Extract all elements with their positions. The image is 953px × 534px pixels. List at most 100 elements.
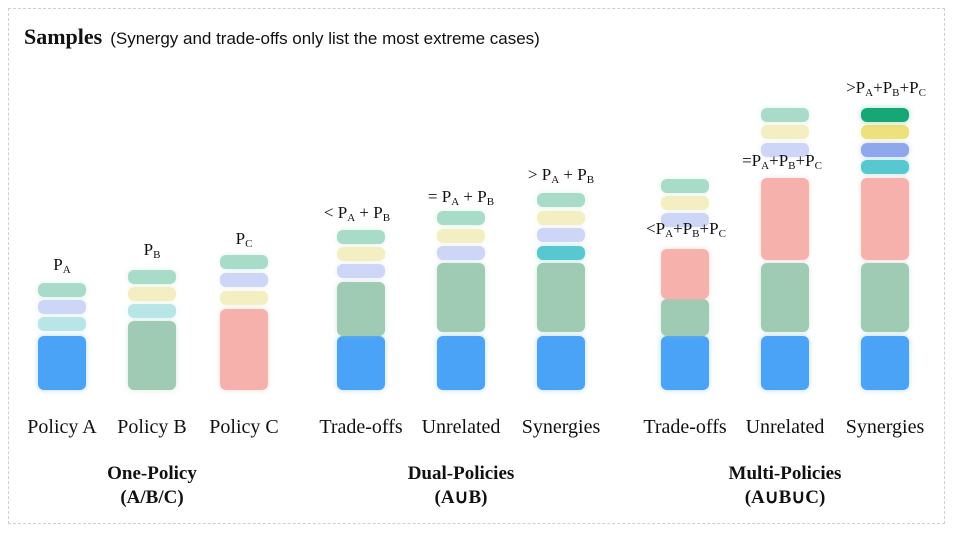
formula-term: PC xyxy=(709,219,726,240)
segment-cream xyxy=(128,287,176,301)
segment-blue xyxy=(861,336,909,390)
segment-green xyxy=(537,263,585,332)
formula-prefix: < xyxy=(323,203,338,222)
segment-lavender xyxy=(38,300,86,314)
segment-mint xyxy=(337,230,385,244)
group-title-line1: Multi-Policies xyxy=(728,463,842,484)
formula-term: PB xyxy=(143,240,161,261)
segment-cream xyxy=(220,291,268,305)
formula-plus: + xyxy=(795,151,806,170)
segment-green xyxy=(128,321,176,390)
segment-lavender xyxy=(761,143,809,157)
segment-teal-light xyxy=(128,304,176,318)
segment-blue xyxy=(337,336,385,390)
formula-stack-6: <PA+PB+PC xyxy=(646,219,726,240)
segment-green xyxy=(337,282,385,336)
formula-plus: + xyxy=(699,219,710,238)
formula-term: PC xyxy=(235,229,253,250)
formula-term: PA xyxy=(855,78,874,99)
segment-blue xyxy=(661,336,709,390)
segment-periwinkle xyxy=(861,143,909,157)
segment-mint xyxy=(661,179,709,193)
formula-term: PA xyxy=(541,165,560,186)
group-title-one-policy: One-Policy (A/B/C) xyxy=(107,462,197,510)
segment-green xyxy=(761,263,809,332)
title-main: Samples xyxy=(24,24,103,49)
segment-yellow xyxy=(861,125,909,139)
group-title-dual-policies: Dual-Policies (A∪B) xyxy=(408,462,515,510)
segment-mint xyxy=(761,108,809,122)
segment-green xyxy=(661,299,709,336)
group-title-line2: (A∪B∪C) xyxy=(744,487,826,508)
segment-lavender xyxy=(220,273,268,287)
segment-cyan xyxy=(537,246,585,260)
formula-term: PA xyxy=(655,219,674,240)
segment-green xyxy=(861,263,909,332)
group-title-multi-policies: Multi-Policies (A∪B∪C) xyxy=(729,462,842,510)
segment-blue xyxy=(761,336,809,390)
formula-term: PB xyxy=(477,187,495,208)
formula-plus: + xyxy=(559,165,578,184)
formula-prefix: = xyxy=(427,187,442,206)
formula-prefix: > xyxy=(527,165,542,184)
formula-stack-8: >PA+PB+PC xyxy=(846,78,926,99)
formula-stack-3: < PA + PB xyxy=(324,203,390,224)
segment-emerald xyxy=(861,108,909,122)
formula-plus: + xyxy=(873,78,883,97)
group-title-line2: (A/B/C) xyxy=(120,487,184,508)
segment-mint xyxy=(128,270,176,284)
segment-pink xyxy=(761,178,809,260)
segment-mint xyxy=(437,211,485,225)
segment-cream xyxy=(761,125,809,139)
segment-lavender xyxy=(537,228,585,242)
segment-lavender xyxy=(337,264,385,278)
segment-cream xyxy=(537,211,585,225)
formula-term: PC xyxy=(805,151,822,172)
formula-term: PB xyxy=(682,219,700,240)
stack-label: Synergies xyxy=(845,416,925,438)
formula-plus: + xyxy=(769,151,779,170)
formula-stack-1: PB xyxy=(144,240,161,261)
formula-stack-2: PC xyxy=(236,229,253,250)
formula-term: PB xyxy=(577,165,595,186)
segment-cream xyxy=(337,247,385,261)
segment-pink xyxy=(861,178,909,260)
formula-prefix: < xyxy=(646,219,656,238)
stack-label: Policy C xyxy=(209,416,279,438)
formula-stack-4: = PA + PB xyxy=(428,187,494,208)
formula-stack-0: PA xyxy=(53,255,70,276)
formula-term: PA xyxy=(337,203,356,224)
formula-term: PC xyxy=(909,78,926,99)
formula-term: PA xyxy=(53,255,71,276)
formula-stack-5: > PA + PB xyxy=(528,165,594,186)
segment-mint xyxy=(220,255,268,269)
stack-label: Trade-offs xyxy=(319,416,403,438)
diagram-title: Samples (Synergy and trade-offs only lis… xyxy=(24,24,540,50)
segment-teal-light xyxy=(38,317,86,331)
stack-label: Synergies xyxy=(521,416,601,438)
group-title-line1: Dual-Policies xyxy=(407,463,515,484)
title-note: (Synergy and trade-offs only list the mo… xyxy=(110,29,540,48)
stack-label: Unrelated xyxy=(745,416,825,438)
formula-plus: + xyxy=(899,78,910,97)
segment-blue xyxy=(38,336,86,390)
group-title-line1: One-Policy xyxy=(107,463,197,484)
segment-mint xyxy=(537,193,585,207)
stack-label: Trade-offs xyxy=(643,416,727,438)
formula-stack-7: =PA+PB+PC xyxy=(742,151,822,172)
segment-lavender xyxy=(437,246,485,260)
formula-term: PA xyxy=(751,151,770,172)
segment-pink xyxy=(661,249,709,299)
segment-mint xyxy=(38,283,86,297)
group-title-line2: (A∪B) xyxy=(434,487,488,508)
formula-plus: + xyxy=(355,203,374,222)
segment-cream xyxy=(661,196,709,210)
stack-label: Policy B xyxy=(117,416,187,438)
formula-plus: + xyxy=(673,219,683,238)
segment-blue xyxy=(537,336,585,390)
segment-lavender xyxy=(661,213,709,227)
formula-term: PB xyxy=(882,78,900,99)
segment-cream xyxy=(437,229,485,243)
formula-term: PA xyxy=(441,187,460,208)
segment-green xyxy=(437,263,485,332)
